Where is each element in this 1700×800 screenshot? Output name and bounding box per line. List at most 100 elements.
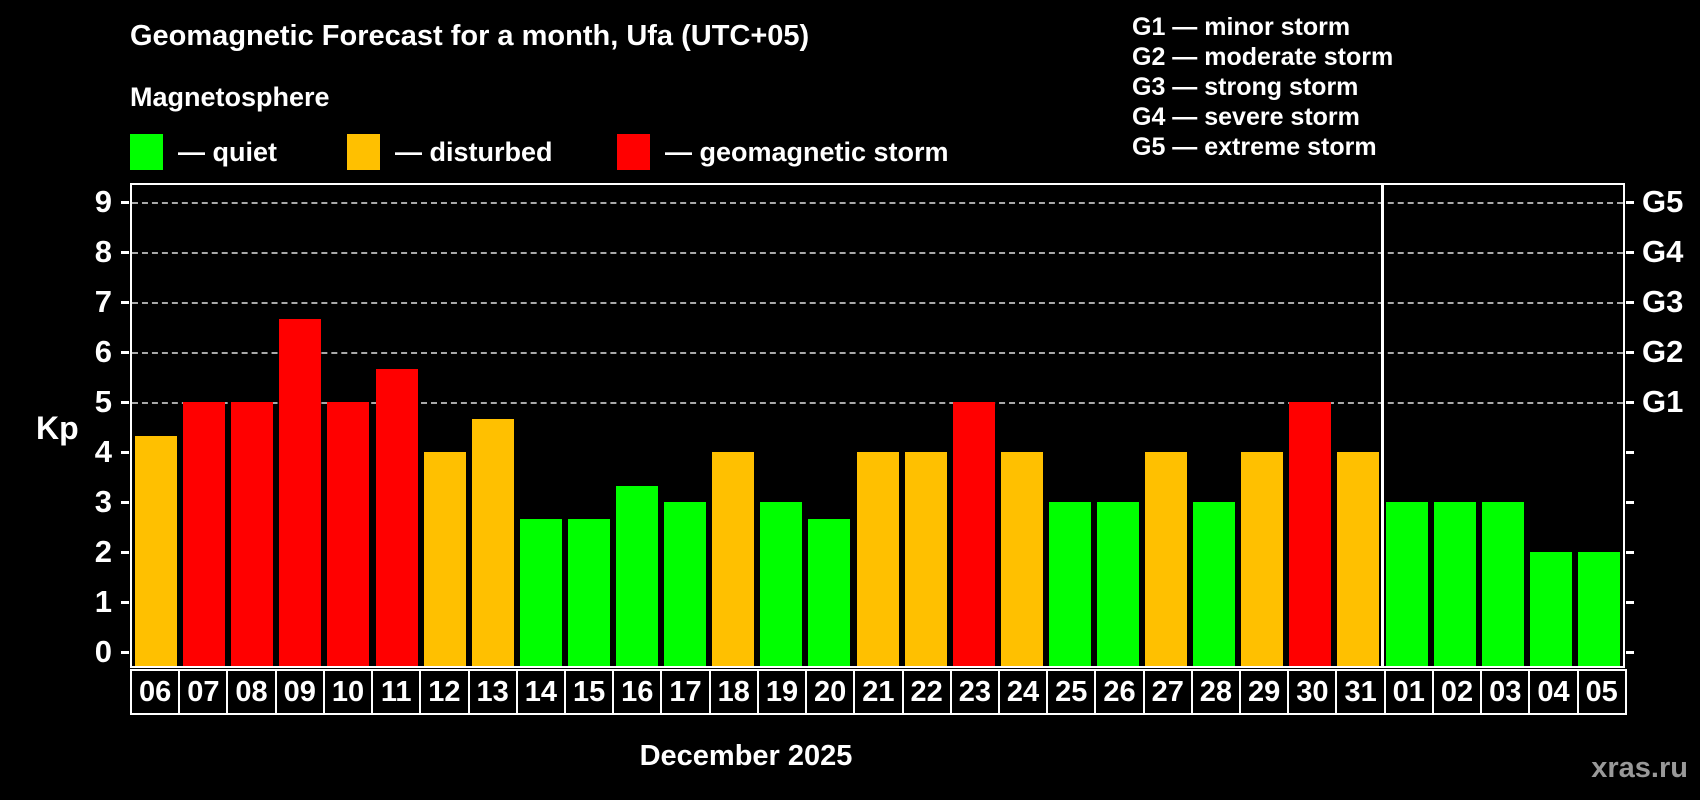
kp-bar-day-04 (1529, 552, 1572, 666)
day-label-29: 29 (1239, 669, 1290, 715)
storm-scale-g1: G1 — minor storm (1132, 13, 1351, 41)
right-tick-8 (1626, 251, 1634, 254)
y-tick-label-9: 9 (94, 184, 112, 219)
magnetosphere-subtitle: Magnetosphere (130, 82, 330, 112)
day-label-26: 26 (1094, 669, 1145, 715)
kp-bar-day-30 (1289, 402, 1332, 666)
right-tick-0 (1626, 651, 1634, 654)
left-tick-2 (121, 551, 129, 554)
gridline-g5 (132, 202, 1623, 204)
day-label-14: 14 (515, 669, 566, 715)
right-tick-5 (1626, 401, 1634, 404)
left-tick-7 (121, 301, 129, 304)
kp-bar-day-09 (279, 318, 322, 666)
kp-bar-day-16 (616, 485, 659, 666)
day-label-28: 28 (1190, 669, 1242, 715)
y-tick-label-8: 8 (94, 234, 112, 269)
right-tick-2 (1626, 551, 1634, 554)
kp-bar-day-10 (327, 402, 370, 666)
y-tick-label-0: 0 (94, 634, 112, 669)
left-tick-8 (121, 251, 129, 254)
right-tick-3 (1626, 501, 1634, 504)
kp-bar-day-03 (1481, 502, 1524, 666)
watermark: xras.ru (1591, 752, 1688, 784)
day-label-15: 15 (563, 669, 615, 715)
day-label-09: 09 (274, 669, 325, 715)
day-label-05: 05 (1576, 669, 1627, 715)
day-label-31: 31 (1335, 669, 1386, 715)
kp-bar-day-26 (1096, 502, 1139, 666)
kp-bar-day-12 (423, 452, 466, 666)
g-level-label-g1: G1 (1642, 384, 1684, 419)
left-tick-1 (121, 601, 129, 604)
day-label-19: 19 (756, 669, 808, 715)
y-axis-title: Kp (36, 410, 79, 446)
day-label-11: 11 (371, 669, 422, 715)
y-tick-label-1: 1 (94, 584, 112, 619)
legend-label-quiet: — quiet (178, 136, 277, 167)
y-tick-label-6: 6 (94, 334, 112, 369)
day-label-13: 13 (467, 669, 518, 715)
kp-bar-day-20 (808, 518, 851, 666)
g-level-label-g3: G3 (1642, 284, 1684, 319)
quiet-color-swatch (130, 134, 163, 170)
gridline-g1 (132, 402, 1623, 404)
kp-bar-day-23 (952, 402, 995, 666)
kp-bar-day-17 (664, 502, 707, 666)
kp-bar-day-21 (856, 452, 899, 666)
g-level-label-g5: G5 (1642, 184, 1684, 219)
legend-label-disturbed: — disturbed (395, 136, 553, 167)
kp-bar-day-22 (904, 452, 947, 666)
gridline-g2 (132, 352, 1623, 354)
right-tick-6 (1626, 351, 1634, 354)
kp-bar-day-25 (1048, 502, 1091, 666)
storm-color-swatch (617, 134, 650, 170)
day-label-25: 25 (1046, 669, 1097, 715)
kp-bar-day-07 (183, 402, 226, 666)
day-label-20: 20 (805, 669, 856, 715)
right-tick-9 (1626, 201, 1634, 204)
day-label-04: 04 (1528, 669, 1579, 715)
storm-scale-g5: G5 — extreme storm (1132, 133, 1377, 161)
kp-bar-day-11 (375, 368, 418, 666)
kp-bar-day-02 (1433, 502, 1476, 666)
left-tick-0 (121, 651, 129, 654)
day-label-07: 07 (178, 669, 229, 715)
left-tick-3 (121, 501, 129, 504)
plot-area (130, 183, 1625, 668)
kp-bar-day-05 (1577, 552, 1620, 666)
right-tick-7 (1626, 301, 1634, 304)
disturbed-color-swatch (347, 134, 380, 170)
day-label-17: 17 (660, 669, 711, 715)
g-level-label-g4: G4 (1642, 234, 1684, 269)
kp-bar-day-01 (1385, 502, 1428, 666)
y-tick-label-5: 5 (94, 384, 112, 419)
y-tick-label-7: 7 (94, 284, 112, 319)
x-axis-day-labels: 06 07 08 09 10 11 12 13 14 15 16 17 18 19 20 21 22 23 24 25… (130, 669, 1627, 715)
left-tick-9 (121, 201, 129, 204)
legend-item-storm: — geomagnetic storm (617, 133, 949, 171)
y-tick-label-3: 3 (94, 484, 112, 519)
day-label-24: 24 (997, 669, 1049, 715)
right-tick-1 (1626, 601, 1634, 604)
day-label-16: 16 (612, 669, 663, 715)
legend-label-storm: — geomagnetic storm (665, 136, 949, 167)
kp-bar-day-14 (519, 518, 562, 666)
page-title: Geomagnetic Forecast for a month, Ufa (U… (130, 20, 810, 52)
day-label-10: 10 (322, 669, 374, 715)
day-label-27: 27 (1142, 669, 1193, 715)
left-tick-5 (121, 401, 129, 404)
day-label-18: 18 (708, 669, 759, 715)
day-label-22: 22 (901, 669, 952, 715)
kp-bar-day-06 (135, 435, 178, 666)
kp-bar-day-24 (1000, 452, 1043, 666)
kp-bar-day-15 (567, 518, 610, 666)
kp-bar-day-13 (471, 418, 514, 666)
g-level-label-g2: G2 (1642, 334, 1684, 369)
left-tick-4 (121, 451, 129, 454)
kp-bar-day-28 (1193, 502, 1236, 666)
kp-bar-day-18 (712, 452, 755, 666)
legend-item-disturbed: — disturbed (347, 133, 553, 171)
storm-scale-g4: G4 — severe storm (1132, 103, 1360, 131)
